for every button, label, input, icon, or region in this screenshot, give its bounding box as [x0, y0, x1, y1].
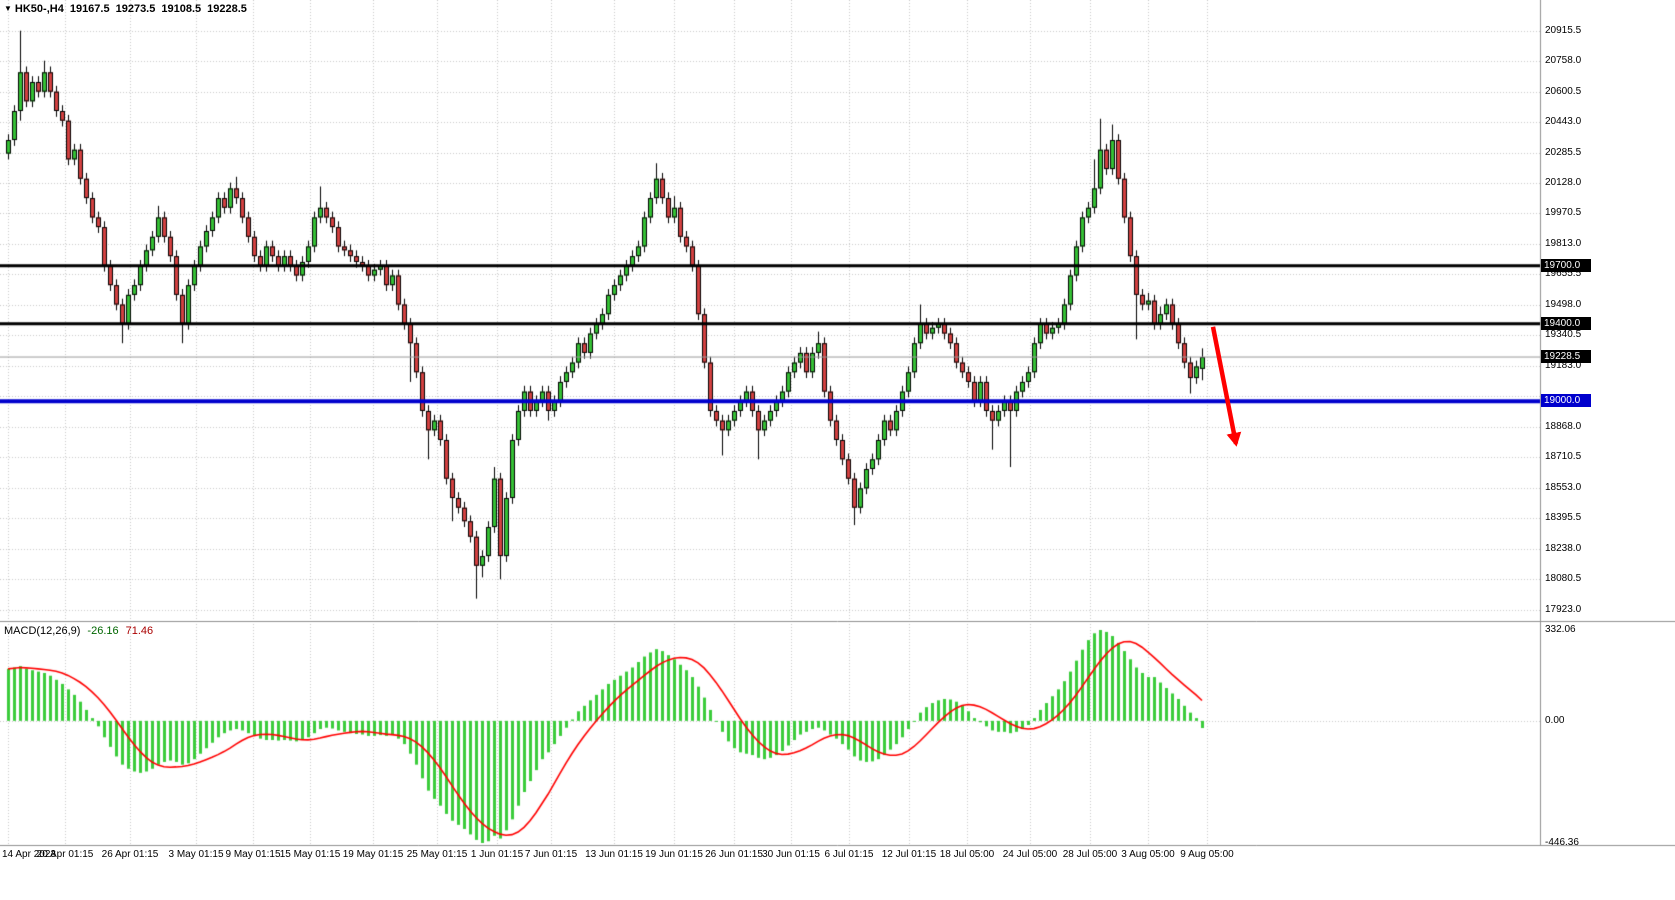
ohlc-high: 19273.5	[115, 3, 156, 15]
ohlc-low: 19108.5	[161, 3, 202, 15]
symbol-dropdown-icon[interactable]: ▼	[4, 4, 12, 13]
macd-label: MACD(12,26,9)	[4, 625, 81, 637]
ohlc-close: 19228.5	[207, 3, 247, 15]
ohlc-open: 19167.5	[69, 3, 110, 15]
macd-main-value: -26.16	[87, 625, 119, 637]
macd-signal-value: 71.46	[125, 625, 154, 637]
symbol-period-label: HK50-,H4	[14, 3, 64, 15]
macd-indicator-readout: MACD(12,26,9) -26.16 71.46	[4, 625, 153, 637]
ohlc-readout: ▼ HK50-,H4 19167.5 19273.5 19108.5 19228.5	[4, 3, 247, 15]
